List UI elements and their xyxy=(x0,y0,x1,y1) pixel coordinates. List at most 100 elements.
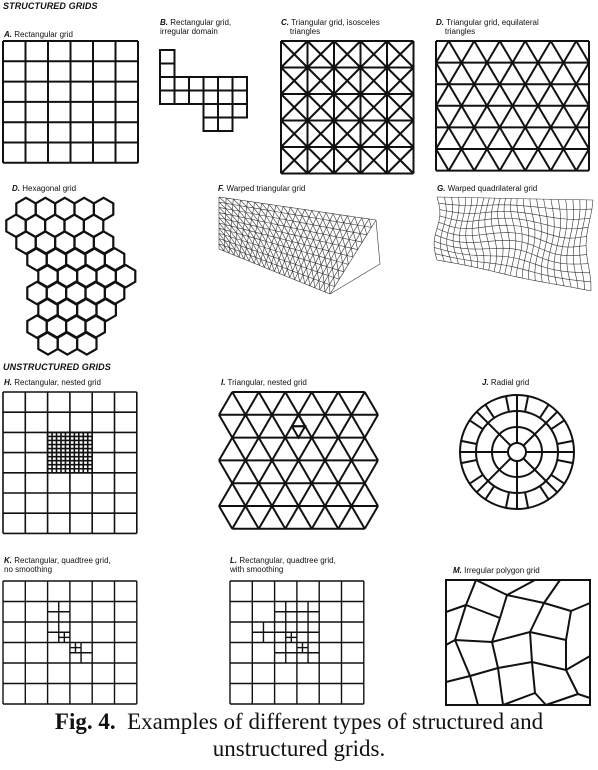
grid-line xyxy=(511,40,527,64)
grid-line xyxy=(549,40,565,64)
grid-cell xyxy=(231,76,248,92)
grid-line xyxy=(511,105,527,128)
grid-line xyxy=(250,224,256,233)
grid-line xyxy=(218,233,225,241)
grid-line xyxy=(258,245,263,254)
grid-line xyxy=(300,266,304,275)
grid-line xyxy=(537,105,552,128)
grid-line xyxy=(308,276,311,286)
radial-spoke xyxy=(460,459,477,465)
polygon-edge xyxy=(469,675,479,706)
fine-triangle xyxy=(291,412,307,428)
grid-line xyxy=(359,66,388,95)
grid-line xyxy=(288,233,293,242)
grid-line xyxy=(572,199,581,289)
grid-line xyxy=(350,391,366,416)
grid-line xyxy=(562,62,578,85)
grid-line xyxy=(247,200,254,209)
grid-line xyxy=(310,246,314,255)
grid-line xyxy=(271,459,287,484)
grid-line xyxy=(267,210,273,218)
grid-line xyxy=(364,226,368,235)
radial-spoke xyxy=(475,457,512,494)
grid-line xyxy=(278,258,283,268)
panel-label-l: L. Rectangular, quadtree grid, with smoot… xyxy=(230,556,336,574)
domain-boundary xyxy=(445,579,591,706)
grid-line xyxy=(562,105,578,128)
grid-line xyxy=(438,203,592,210)
grid-line xyxy=(324,257,328,267)
grid-line xyxy=(280,119,309,148)
grid-j xyxy=(459,394,575,510)
grid-line xyxy=(251,219,258,227)
grid-line xyxy=(324,437,340,461)
grid-line xyxy=(562,83,578,107)
grid-line xyxy=(537,62,552,85)
grid-line xyxy=(264,221,270,230)
grid-m xyxy=(445,579,591,706)
grid-line xyxy=(330,259,333,269)
grid-b xyxy=(159,49,248,132)
grid-line xyxy=(340,253,343,263)
grid-line xyxy=(306,252,311,262)
grid-line xyxy=(509,198,517,276)
grid-line xyxy=(236,232,242,241)
radial-spoke xyxy=(524,395,530,412)
grid-line xyxy=(337,459,353,484)
grid-line xyxy=(498,105,514,128)
grid-line xyxy=(524,83,539,107)
grid-line xyxy=(289,247,294,257)
panel-label-j: J. Radial grid xyxy=(482,378,530,387)
panel-label-a: A. Rectangular grid xyxy=(4,30,73,39)
grid-cell xyxy=(159,62,176,78)
grid-line xyxy=(553,199,562,285)
grid-line xyxy=(326,266,329,276)
grid-line xyxy=(291,241,296,250)
grid-line xyxy=(237,227,243,235)
polygon-edge xyxy=(465,604,501,619)
grid-line xyxy=(359,40,388,69)
grid-line xyxy=(229,242,236,250)
grid-line xyxy=(313,278,316,288)
grid-line xyxy=(231,505,247,530)
grid-line xyxy=(549,126,565,150)
grid-line xyxy=(269,229,275,238)
grid-line xyxy=(471,197,479,268)
grid-line xyxy=(234,249,240,258)
radial-spoke xyxy=(460,439,477,445)
grid-line xyxy=(575,148,590,172)
grid-line xyxy=(315,218,321,227)
grid-line xyxy=(285,219,291,228)
radial-spoke xyxy=(484,404,496,419)
grid-line xyxy=(332,243,336,253)
grid-line xyxy=(271,482,287,507)
grid-line xyxy=(241,240,247,248)
grid-line xyxy=(447,62,463,85)
grid-line xyxy=(320,264,324,274)
grid-line xyxy=(486,148,501,172)
grid-line xyxy=(270,223,276,231)
grid-line xyxy=(252,213,259,221)
grid-line xyxy=(363,482,379,507)
grid-line xyxy=(297,242,302,252)
grid-line xyxy=(262,253,267,262)
polygon-edge xyxy=(543,579,561,604)
grid-line xyxy=(540,199,549,282)
grid-line xyxy=(579,199,587,290)
polygon-edge xyxy=(465,579,477,606)
grid-line xyxy=(511,126,527,150)
grid-line xyxy=(289,262,293,272)
grid-line xyxy=(537,126,552,150)
grid-line xyxy=(230,236,236,245)
grid-line xyxy=(386,40,415,69)
grid-line xyxy=(447,148,463,172)
grid-line xyxy=(302,274,306,284)
grid-line xyxy=(344,246,348,256)
grid-line xyxy=(342,238,346,247)
polygon-edge xyxy=(454,639,493,643)
grid-line xyxy=(225,208,233,216)
grid-line xyxy=(244,459,260,484)
hexagon-cell xyxy=(84,314,106,340)
grid-line xyxy=(292,255,296,265)
grid-line xyxy=(562,148,578,172)
